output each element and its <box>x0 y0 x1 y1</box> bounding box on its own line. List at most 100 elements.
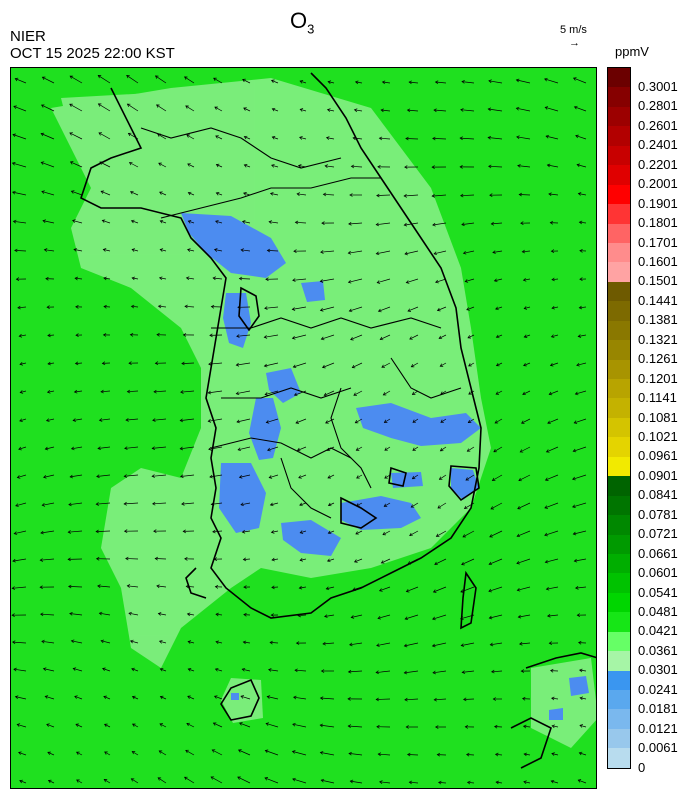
wind-vector <box>412 418 419 423</box>
wind-vector-head <box>299 530 304 534</box>
wind-vector <box>212 749 223 756</box>
wind-vector <box>328 530 335 534</box>
wind-vector <box>70 474 83 478</box>
wind-vector-head <box>238 475 243 479</box>
wind-vector <box>495 753 503 756</box>
wind-vector <box>324 390 335 396</box>
wind-vector <box>19 780 27 784</box>
wind-vector <box>464 502 475 509</box>
wind-vector-head <box>488 164 492 169</box>
wind-vector <box>579 669 587 672</box>
wind-vector-head <box>243 585 247 589</box>
wind-vector-head <box>348 222 352 226</box>
wind-vector-head <box>239 722 243 726</box>
wind-vector-head <box>572 504 576 508</box>
wind-vector-head <box>468 391 472 395</box>
wind-vector <box>466 754 475 756</box>
wind-vector <box>411 362 419 368</box>
wind-vector-head <box>489 193 493 198</box>
wind-vector <box>438 334 447 339</box>
wind-vector-head <box>12 219 17 224</box>
wind-vector-head <box>573 420 578 424</box>
wind-vector-head <box>186 722 190 727</box>
wind-vector <box>524 334 531 338</box>
wind-vector-head <box>237 305 241 310</box>
wind-vector <box>404 194 419 197</box>
wind-vector-head <box>268 220 273 224</box>
wind-vector-head <box>461 222 465 227</box>
wind-vector-head <box>42 219 47 223</box>
wind-vector <box>376 642 391 646</box>
wind-vector-head <box>186 134 190 138</box>
wind-vector <box>41 161 55 168</box>
wind-vector <box>19 334 27 337</box>
wind-vector-head <box>125 418 129 422</box>
wind-vector-head <box>210 304 215 309</box>
wind-vector <box>76 779 83 784</box>
wind-vector-head <box>271 585 275 590</box>
wind-vector-head <box>488 588 492 593</box>
wind-vector-head <box>158 276 163 281</box>
wind-vector-head <box>347 250 352 255</box>
wind-vector <box>575 390 587 395</box>
wind-vector-head <box>411 391 416 395</box>
wind-vector <box>127 103 139 112</box>
wind-vector <box>460 194 475 197</box>
wind-vector-head <box>579 277 583 282</box>
wind-vector-head <box>75 723 79 727</box>
wind-vector-head <box>348 751 352 756</box>
wind-vector <box>132 277 139 280</box>
wind-vector <box>547 164 559 168</box>
wind-vector <box>271 530 279 533</box>
wind-vector <box>68 502 83 506</box>
wind-vector <box>575 586 587 589</box>
wind-vector <box>215 641 223 644</box>
wind-vector-head <box>293 249 297 254</box>
wind-vector <box>186 723 195 728</box>
wind-vector <box>46 723 55 728</box>
wind-vector <box>462 670 475 673</box>
wind-vector-head <box>97 103 102 107</box>
wind-vector-head <box>516 560 520 565</box>
wind-vector <box>546 135 559 140</box>
wind-vector-head <box>517 506 521 510</box>
wind-vector <box>488 165 503 168</box>
wind-vector-head <box>16 723 21 727</box>
wind-vector-head <box>214 584 219 589</box>
wind-vector <box>271 586 279 588</box>
wind-vector <box>188 192 195 196</box>
colorbar-label: 0.0841 <box>638 487 678 503</box>
wind-vector <box>298 165 307 168</box>
wind-vector-head <box>102 667 106 672</box>
wind-vector <box>551 334 559 338</box>
wind-vector <box>465 474 475 481</box>
wind-vector <box>299 80 307 84</box>
wind-vector-head <box>550 334 555 338</box>
wind-vector <box>292 751 307 756</box>
wind-vector <box>463 698 475 700</box>
wind-vector <box>236 362 251 366</box>
wind-vector <box>187 249 195 252</box>
wind-vector <box>348 278 363 283</box>
wind-vector-head <box>15 503 19 507</box>
wind-vector <box>152 474 167 477</box>
wind-vector-head <box>547 614 551 618</box>
wind-vector-head <box>14 695 19 699</box>
wind-vector <box>264 334 279 338</box>
wind-vector-head <box>264 749 269 754</box>
wind-vector <box>270 193 279 196</box>
wind-vector <box>155 75 167 84</box>
wind-vector-head <box>320 336 325 341</box>
colorbar-cell <box>608 281 630 302</box>
wind-vector-head <box>46 305 50 310</box>
wind-vector-head <box>522 724 527 729</box>
wind-vector <box>384 502 391 507</box>
wind-vector <box>188 641 195 644</box>
wind-vector-head <box>271 164 275 168</box>
wind-vector-head <box>40 530 44 535</box>
wind-vector <box>239 474 251 478</box>
wind-vector-head <box>187 163 191 167</box>
wind-vector-head <box>519 641 523 646</box>
low-concentration-areas <box>181 213 589 720</box>
wind-vector <box>265 390 279 395</box>
